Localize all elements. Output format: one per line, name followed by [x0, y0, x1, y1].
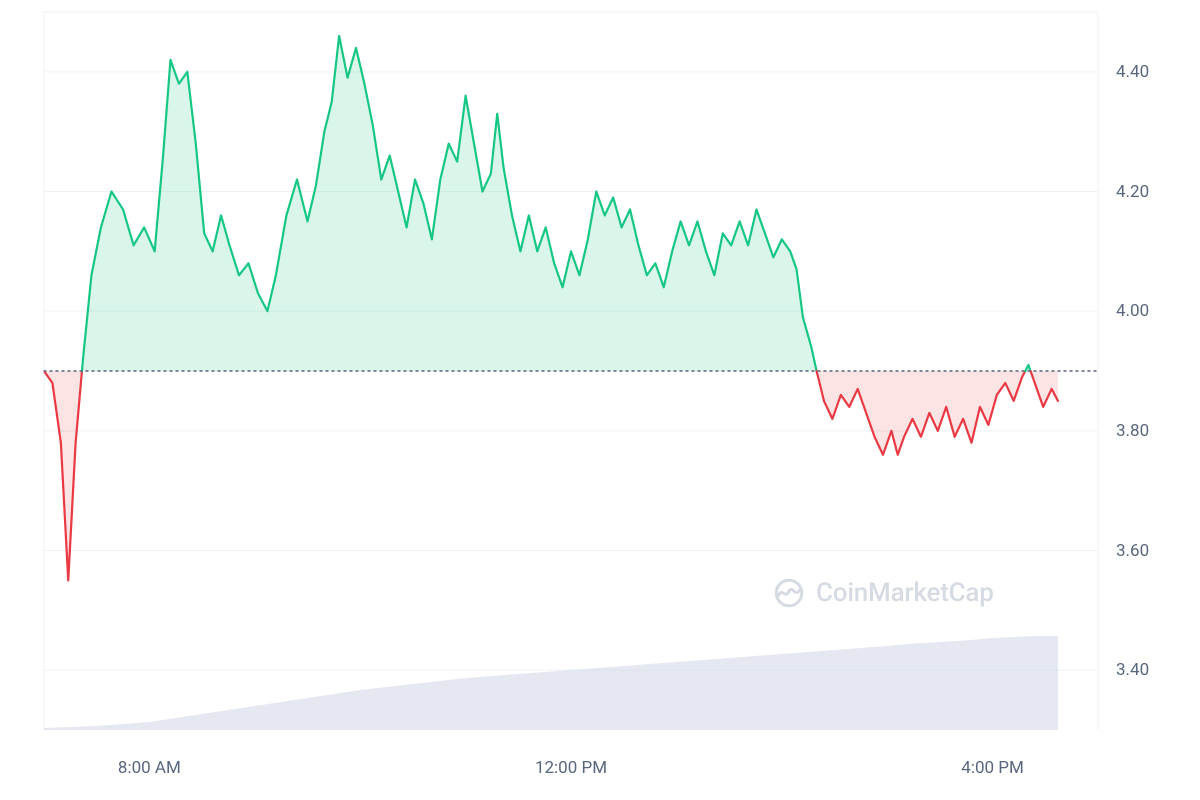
y-axis-tick-label: 3.80	[1108, 421, 1200, 441]
chart-svg	[0, 0, 1200, 800]
y-axis-tick-label: 3.60	[1108, 541, 1200, 561]
y-axis-tick-label: 4.40	[1108, 62, 1200, 82]
coinmarketcap-logo-icon	[772, 576, 806, 610]
y-axis-tick-label: 4.20	[1108, 182, 1200, 202]
x-axis-tick-label: 4:00 PM	[961, 758, 1024, 778]
watermark-text: CoinMarketCap	[816, 578, 994, 608]
watermark: CoinMarketCap	[772, 576, 994, 610]
price-chart[interactable]: 3.40 3.60 3.80 4.00 4.20 4.40 8:00 AM 12:00 PM…	[0, 0, 1200, 800]
y-axis-tick-label: 3.40	[1108, 660, 1200, 680]
y-axis-tick-label: 4.00	[1108, 301, 1200, 321]
x-axis-tick-label: 8:00 AM	[118, 758, 181, 778]
x-axis-tick-label: 12:00 PM	[535, 758, 607, 778]
